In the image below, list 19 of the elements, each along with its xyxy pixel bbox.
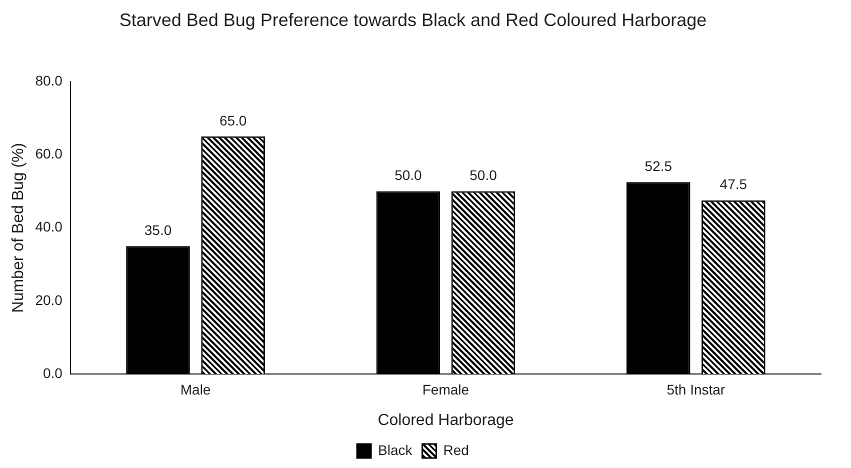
data-label: 50.0 [394,167,422,184]
data-label: 50.0 [470,167,498,184]
data-label: 52.5 [644,158,672,174]
data-label: 35.0 [144,222,172,238]
x-tick-label: Female [422,381,470,398]
legend-label: Black [378,442,414,458]
chart-title: Starved Bed Bug Preference towards Black and Red Coloured Harborage [119,10,707,30]
y-tick-label: 80.0 [35,72,63,88]
y-tick-label: 20.0 [35,292,63,308]
y-axis-title: Number of Bed Bug (%) [10,142,28,313]
x-tick-label: Male [180,381,211,398]
y-tick-label: 60.0 [35,146,63,162]
y-tick-label: 0.0 [42,364,63,381]
y-tick-label: 40.0 [35,218,63,235]
data-label: 65.0 [219,112,247,128]
legend-label: Red [443,442,469,458]
x-tick-label: 5th Instar [666,381,726,398]
x-axis-title: Colored Harborage [378,412,514,429]
data-label: 47.5 [720,176,748,192]
